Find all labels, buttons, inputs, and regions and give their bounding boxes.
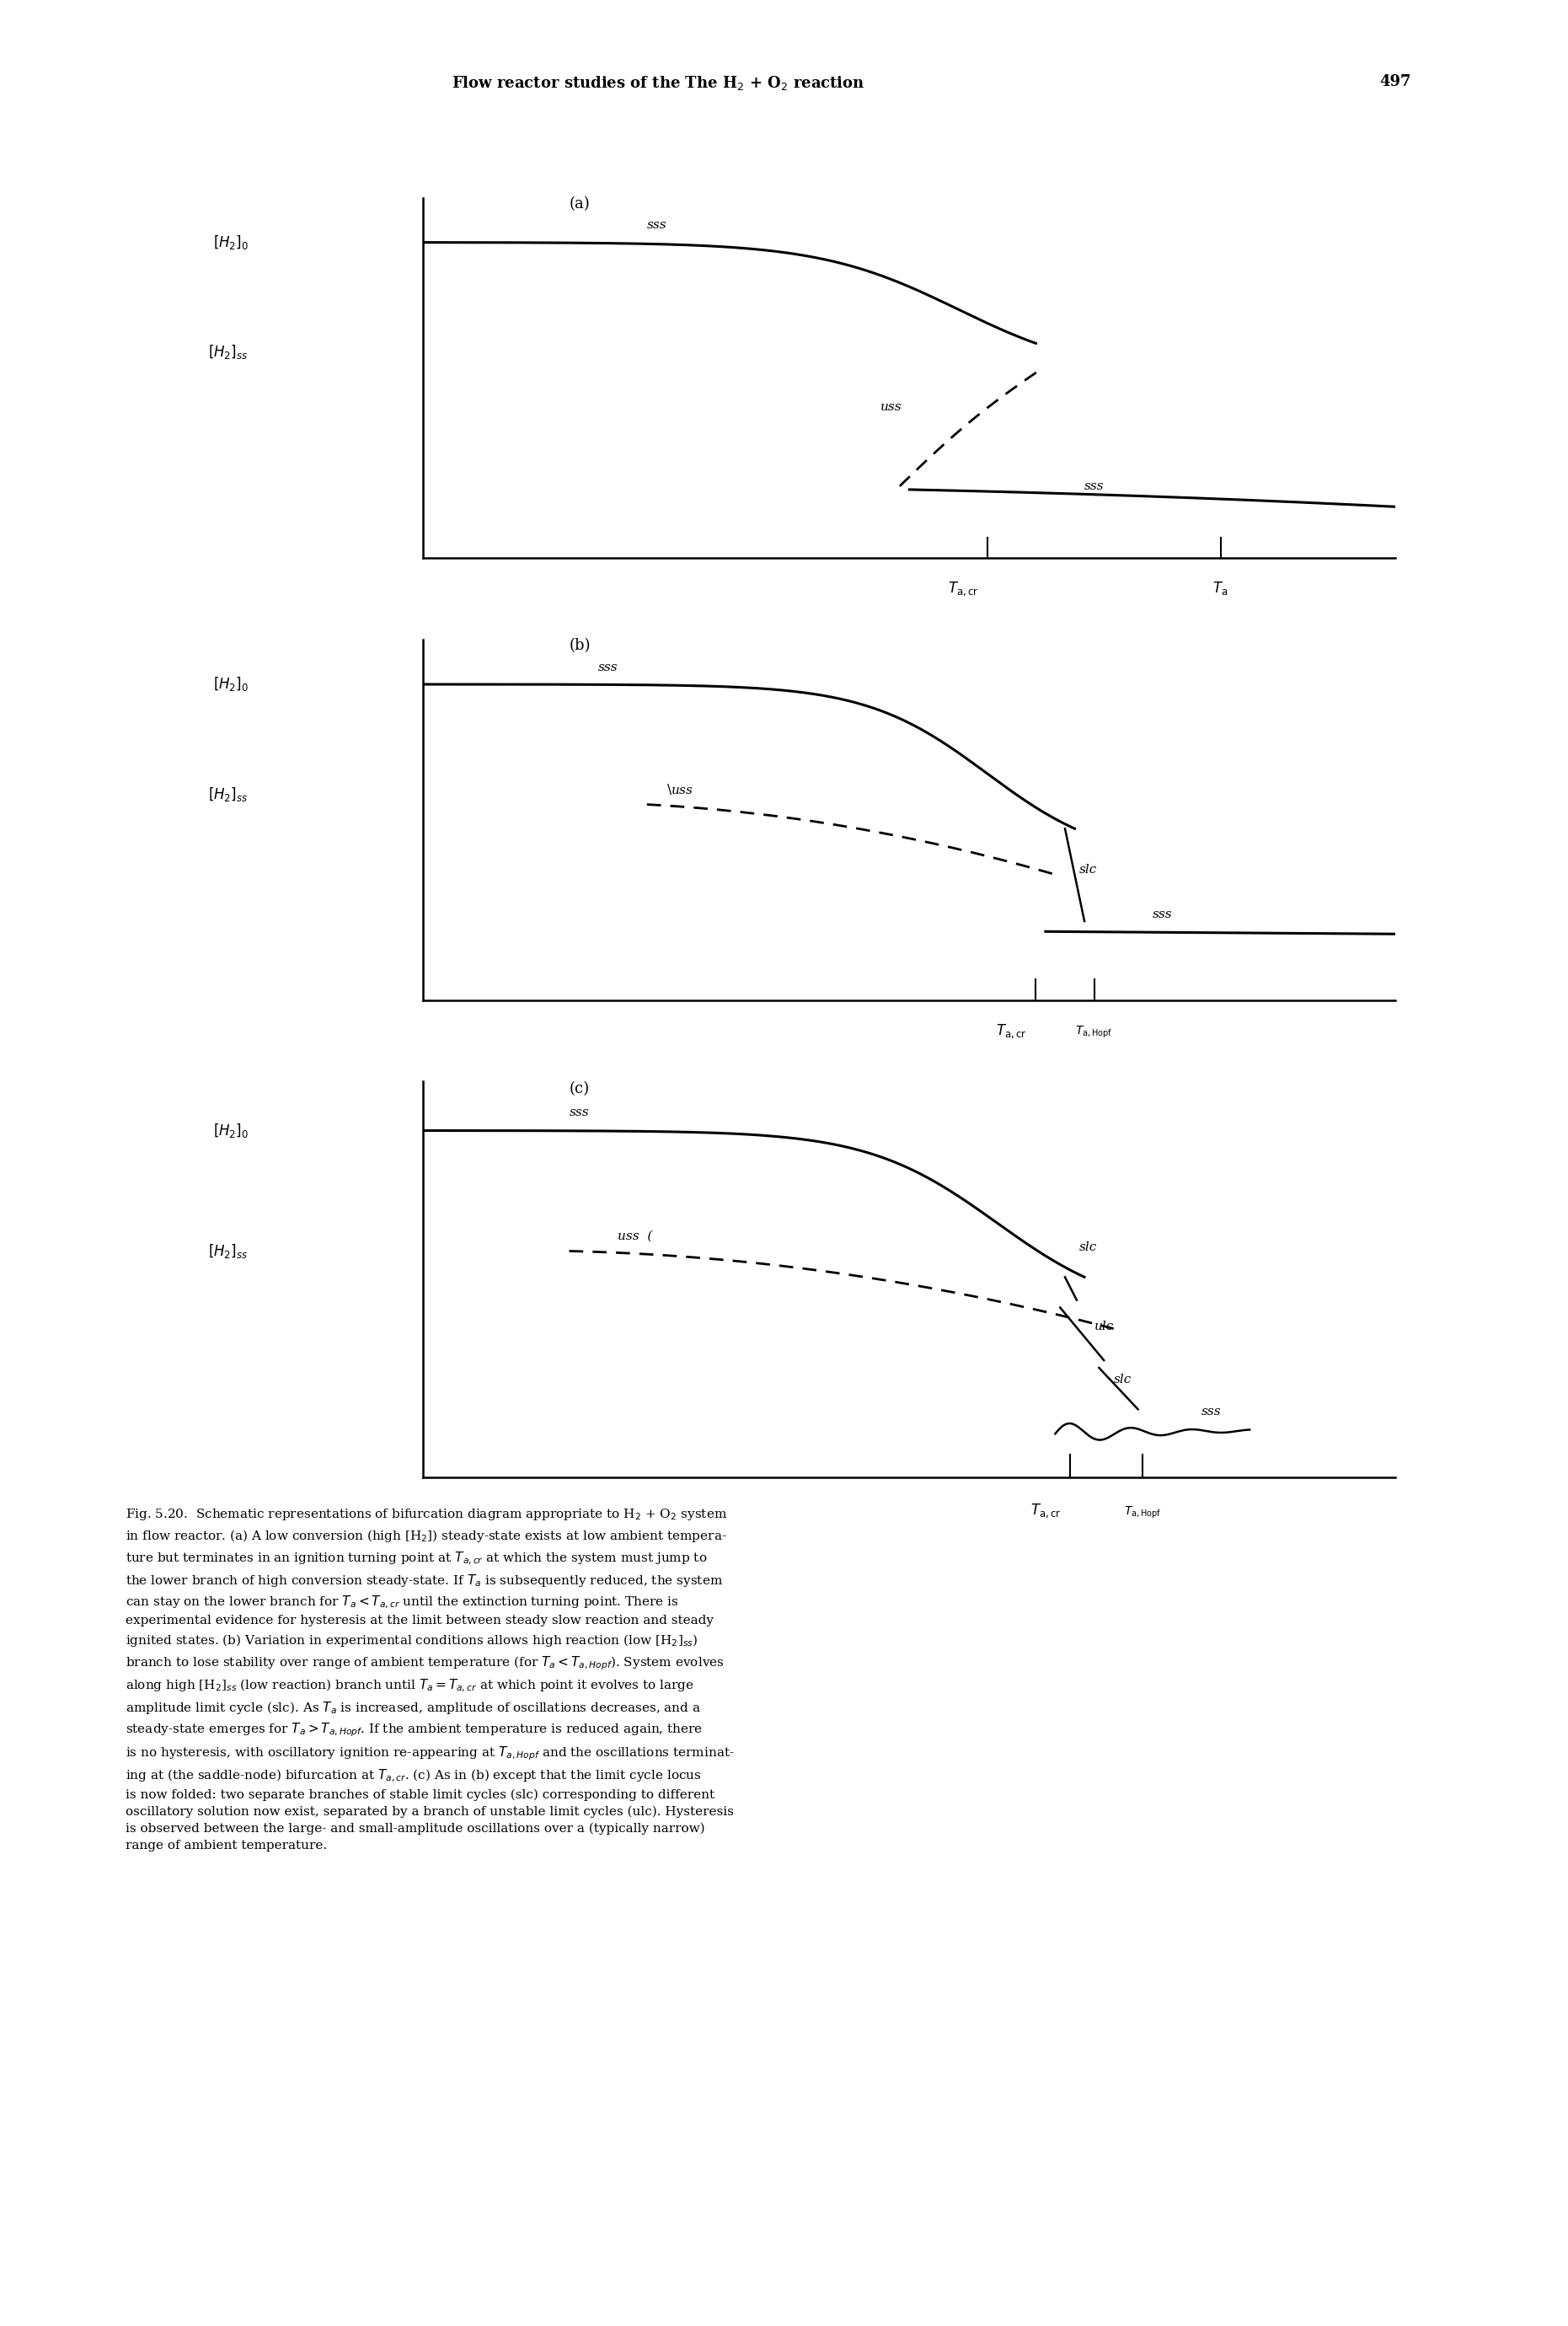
Text: $[H_2]_{ss}$: $[H_2]_{ss}$ [209, 786, 248, 802]
Text: $T_{\rm a,cr}$: $T_{\rm a,cr}$ [1030, 1503, 1062, 1519]
Text: slc: slc [1080, 863, 1098, 875]
Text: $T_{\rm a}$: $T_{\rm a}$ [1212, 579, 1228, 598]
Text: $[H_2]_0$: $[H_2]_0$ [213, 675, 248, 693]
Text: $[H_2]_0$: $[H_2]_0$ [213, 233, 248, 251]
Text: 497: 497 [1380, 74, 1411, 91]
Text: $T_{\rm a,Hopf}$: $T_{\rm a,Hopf}$ [1124, 1505, 1162, 1521]
Text: Flow reactor studies of the The H$_2$ + O$_2$ reaction: Flow reactor studies of the The H$_2$ + … [452, 74, 866, 93]
Text: (a): (a) [569, 195, 590, 212]
Text: $[H_2]_{ss}$: $[H_2]_{ss}$ [209, 344, 248, 361]
Text: $T_{\rm a,Hopf}$: $T_{\rm a,Hopf}$ [1076, 1023, 1113, 1040]
Text: Fig. 5.20.  Schematic representations of bifurcation diagram appropriate to H$_2: Fig. 5.20. Schematic representations of … [125, 1507, 734, 1851]
Text: $[H_2]_0$: $[H_2]_0$ [213, 1121, 248, 1140]
Text: (b): (b) [569, 637, 591, 654]
Text: (c): (c) [569, 1082, 590, 1096]
Text: $\backslash$uss: $\backslash$uss [666, 782, 693, 798]
Text: sss: sss [648, 219, 666, 230]
Text: sss: sss [599, 661, 618, 672]
Text: slc: slc [1080, 1242, 1098, 1254]
Text: sss: sss [569, 1107, 590, 1119]
Text: $T_{\rm a,cr}$: $T_{\rm a,cr}$ [996, 1021, 1027, 1040]
Text: $T_{\rm a,cr}$: $T_{\rm a,cr}$ [947, 579, 978, 598]
Text: sss: sss [1085, 479, 1104, 493]
Text: uss: uss [880, 402, 902, 414]
Text: sss: sss [1201, 1405, 1221, 1417]
Text: sss: sss [1152, 909, 1173, 921]
Text: ulc: ulc [1094, 1321, 1113, 1333]
Text: uss  (: uss ( [618, 1230, 652, 1242]
Text: slc: slc [1113, 1375, 1132, 1386]
Text: $[H_2]_{ss}$: $[H_2]_{ss}$ [209, 1242, 248, 1261]
